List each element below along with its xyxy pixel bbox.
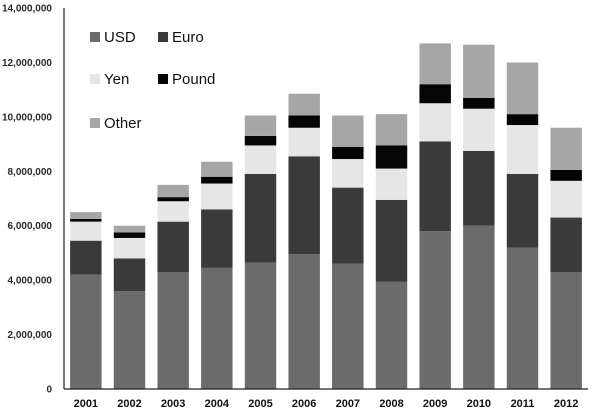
bar-other-2011 [506,62,539,115]
bar-pound-2004 [201,176,233,184]
axes-layer [63,8,588,390]
legend-label-usd: USD [104,29,136,46]
bar-yen-2011 [506,125,539,175]
legend-swatch-pound [158,74,168,84]
bar-other-2001 [70,212,102,219]
y-tick-label: 0 [46,385,52,396]
bar-yen-2012 [550,180,582,218]
bar-other-2002 [113,225,146,233]
legend-label-other: Other [104,115,142,132]
bar-usd-2008 [375,281,408,389]
bar-yen-2008 [375,168,408,200]
bar-usd-2009 [419,231,451,389]
bar-euro-2012 [550,217,582,272]
bar-usd-2010 [463,225,495,389]
y-tick-label: 10,000,000 [2,112,52,123]
x-tick-label: 2001 [74,398,98,410]
legend-label-euro: Euro [172,29,204,46]
x-tick-label: 2006 [292,398,316,410]
bar-usd-2011 [506,247,539,389]
bar-yen-2002 [113,237,146,259]
legend-label-yen: Yen [104,71,129,88]
bar-pound-2001 [70,218,102,222]
bar-pound-2011 [506,114,539,126]
bar-other-2009 [419,43,451,85]
x-tick-label: 2002 [117,398,141,410]
bar-euro-2010 [463,150,495,226]
bar-pound-2008 [375,145,408,169]
y-tick-labels: 0 2,000,000 4,000,000 6,000,000 8,000,000 10,… [2,4,53,396]
x-tick-label: 2007 [336,398,360,410]
x-tick-label: 2008 [379,398,403,410]
x-tick-label: 2009 [423,398,447,410]
bar-yen-2004 [201,183,233,210]
bar-yen-2009 [419,103,451,142]
x-tick-label: 2011 [511,398,535,410]
bar-other-2003 [157,184,189,198]
bar-euro-2007 [332,187,364,264]
bar-usd-2012 [550,271,582,389]
bar-usd-2006 [288,254,320,389]
x-tick-label: 2005 [248,398,272,410]
bar-pound-2010 [463,97,495,109]
bar-usd-2002 [113,291,146,389]
y-tick-label: 4,000,000 [8,276,53,287]
x-tick-label: 2010 [467,398,491,410]
bar-yen-2010 [463,108,495,151]
y-tick-label: 14,000,000 [2,4,52,15]
bar-yen-2006 [288,127,320,157]
bar-euro-2008 [375,199,408,282]
legend-swatch-usd [90,32,100,42]
bar-euro-2002 [113,258,146,292]
bar-other-2007 [332,115,364,147]
bar-euro-2011 [506,174,539,248]
bar-other-2008 [375,114,408,146]
bar-other-2010 [463,44,495,98]
x-tick-label: 2004 [205,398,230,410]
bar-pound-2009 [419,84,451,104]
bar-usd-2004 [201,267,233,389]
bar-pound-2003 [157,197,189,202]
y-tick-label: 2,000,000 [8,330,53,341]
y-tick-label: 6,000,000 [8,221,53,232]
bar-usd-2001 [70,274,102,389]
legend-swatch-yen [90,74,100,84]
bars-layer [70,43,582,389]
y-tick-label: 12,000,000 [2,58,52,69]
legend-swatch-euro [158,32,168,42]
bar-usd-2005 [244,262,277,389]
bar-yen-2007 [332,159,364,188]
bar-euro-2009 [419,141,451,232]
legend: USD Euro Yen Pound Other [90,29,215,132]
y-tick-label: 8,000,000 [8,167,53,178]
bar-yen-2001 [70,221,102,241]
x-tick-label: 2003 [161,398,185,410]
bar-pound-2012 [550,169,582,181]
bar-other-2004 [201,161,233,177]
bar-other-2005 [244,115,277,136]
bar-yen-2003 [157,201,189,222]
bar-other-2012 [550,127,582,170]
bar-pound-2006 [288,115,320,128]
legend-swatch-other [90,118,100,128]
bar-usd-2003 [157,271,189,389]
bar-pound-2002 [113,232,146,238]
bar-euro-2006 [288,156,320,255]
legend-label-pound: Pound [172,71,215,88]
x-tick-label: 2012 [554,398,578,410]
bar-usd-2007 [332,263,364,389]
bar-other-2006 [288,93,320,116]
bar-yen-2005 [244,145,277,174]
bar-euro-2004 [201,209,233,268]
bar-euro-2005 [244,174,277,263]
bar-pound-2005 [244,135,277,146]
bar-pound-2007 [332,146,364,160]
bar-euro-2003 [157,221,189,272]
x-tick-labels: 2001 2002 2003 2004 2005 2006 2007 2008 2009 2010… [74,398,579,410]
bar-euro-2001 [70,240,102,275]
